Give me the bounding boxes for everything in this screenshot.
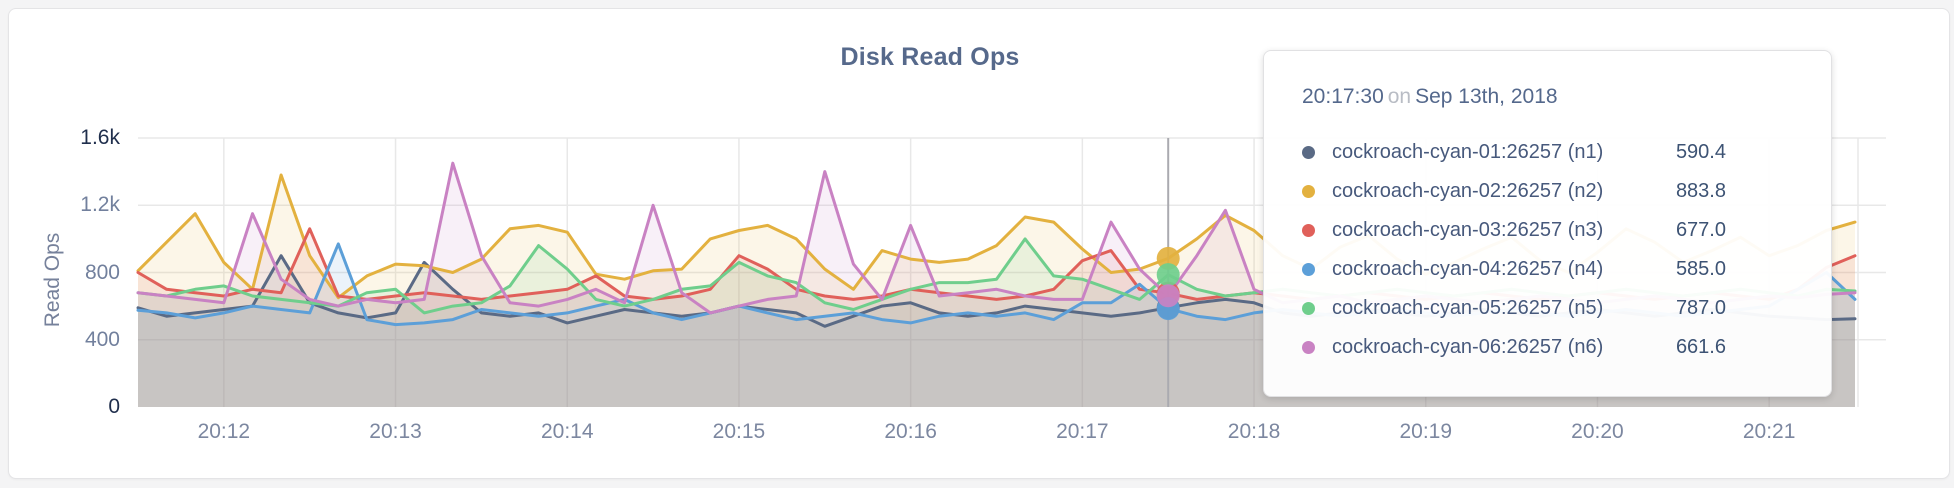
tooltip-row: cockroach-cyan-02:26257 (n2) 883.8 [1302,172,1726,211]
tooltip-series-value: 661.6 [1675,336,1726,358]
tooltip-series-name: cockroach-cyan-02:26257 (n2) [1332,180,1604,202]
hover-dot-n6 [1156,284,1180,308]
y-tick-label: 800 [84,260,120,284]
tooltip-rows: cockroach-cyan-01:26257 (n1) 590.4 cockroa… [1302,133,1726,367]
tooltip-row: cockroach-cyan-04:26257 (n4) 585.0 [1302,250,1726,289]
series-color-dot-icon [1302,302,1315,315]
tooltip-on-word: on [1387,85,1412,108]
y-tick-label: 0 [108,395,120,418]
x-tick-label: 20:13 [369,420,422,443]
tooltip-series-value: 883.8 [1675,180,1726,202]
tooltip-series-value: 787.0 [1675,297,1726,319]
series-color-dot-icon [1302,185,1315,198]
y-tick-label: 1.6k [80,126,120,149]
tooltip-row: cockroach-cyan-06:26257 (n6) 661.6 [1302,328,1726,367]
x-tick-label: 20:12 [197,420,251,443]
tooltip-series-name: cockroach-cyan-06:26257 (n6) [1332,336,1604,358]
hover-dot-n2 [1156,246,1180,270]
tooltip-row: cockroach-cyan-03:26257 (n3) 677.0 [1302,211,1726,250]
x-tick-label: 20:20 [1571,420,1624,443]
series-color-dot-icon [1302,341,1315,354]
tooltip-series-name: cockroach-cyan-04:26257 (n4) [1332,258,1604,280]
tooltip-series-name: cockroach-cyan-03:26257 (n3) [1332,219,1604,241]
x-tick-label: 20:17 [1056,420,1109,443]
y-tick-label: 400 [84,327,120,351]
tooltip-row: cockroach-cyan-01:26257 (n1) 590.4 [1302,133,1726,172]
tooltip-series-name: cockroach-cyan-05:26257 (n5) [1332,297,1604,319]
tooltip-time: 20:17:30 [1302,85,1384,108]
x-tick-label: 20:16 [884,420,937,443]
tooltip-series-value: 677.0 [1675,219,1726,241]
tooltip-header: 20:17:30 on Sep 13th, 2018 [1302,85,1558,109]
hover-tooltip: 20:17:30 on Sep 13th, 2018 cockroach-cyan-… [1263,50,1832,397]
tooltip-series-name: cockroach-cyan-01:26257 (n1) [1332,141,1604,163]
x-tick-label: 20:21 [1742,420,1796,443]
hover-dot-n5 [1156,263,1180,287]
x-tick-label: 20:14 [540,420,594,443]
series-color-dot-icon [1302,146,1315,159]
tooltip-date: Sep 13th, 2018 [1415,85,1558,108]
series-color-dot-icon [1302,224,1315,237]
tooltip-series-value: 585.0 [1675,258,1726,280]
x-tick-label: 20:19 [1399,420,1453,443]
x-tick-label: 20:18 [1227,420,1281,443]
y-tick-label: 1.2k [80,193,120,217]
chart-title: Disk Read Ops [840,43,1020,71]
tooltip-series-value: 590.4 [1675,141,1726,163]
series-color-dot-icon [1302,263,1315,276]
x-tick-label: 20:15 [712,420,766,443]
tooltip-row: cockroach-cyan-05:26257 (n5) 787.0 [1302,289,1726,328]
